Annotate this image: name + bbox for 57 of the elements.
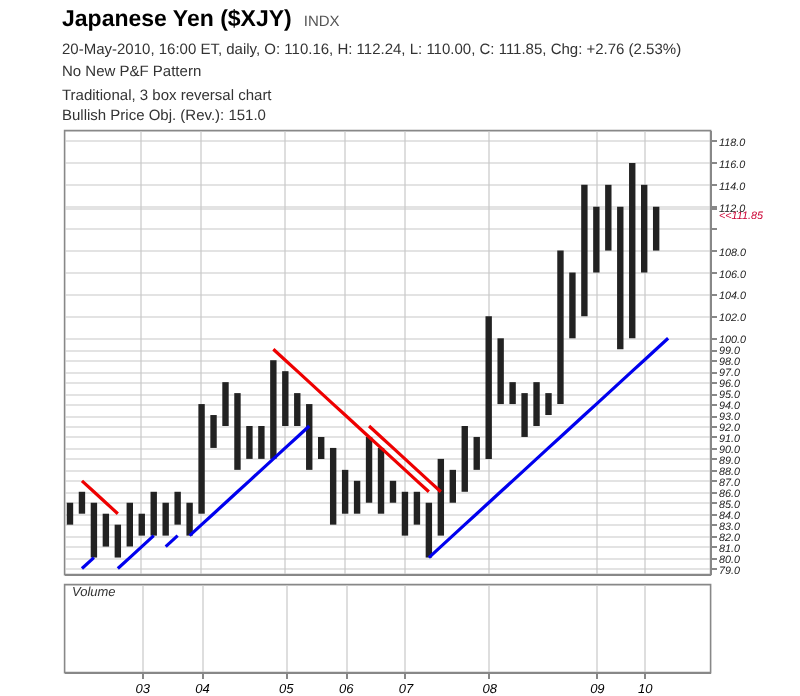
line-series <box>271 347 431 494</box>
bar <box>138 513 145 536</box>
bar <box>126 502 133 547</box>
bar <box>617 206 624 350</box>
bar <box>389 480 397 503</box>
bar <box>66 502 74 525</box>
bar <box>90 502 98 558</box>
bar <box>222 382 229 426</box>
bar <box>473 436 480 470</box>
bar <box>605 184 612 251</box>
bar <box>509 382 516 405</box>
bar <box>353 480 361 514</box>
bar <box>629 162 636 339</box>
bar <box>341 469 349 514</box>
bar <box>102 513 110 547</box>
line-series <box>188 424 311 538</box>
bar <box>413 491 421 525</box>
bar <box>545 393 552 416</box>
bar <box>641 184 648 273</box>
bar <box>449 469 456 503</box>
bar <box>282 371 289 426</box>
bar <box>198 404 205 514</box>
bar <box>114 524 122 558</box>
bar <box>437 458 445 536</box>
bar <box>186 502 193 536</box>
bar <box>652 206 660 251</box>
line-series <box>367 424 443 494</box>
bar <box>329 447 337 525</box>
bar <box>533 382 540 426</box>
bar <box>581 184 588 317</box>
chart-title: Japanese Yen ($XJY) <box>62 8 292 32</box>
bar <box>234 393 241 470</box>
bar <box>593 206 600 273</box>
bar <box>306 404 313 470</box>
bar <box>461 426 468 492</box>
bar <box>521 393 528 437</box>
bar <box>210 415 217 448</box>
bar <box>174 491 181 525</box>
bar <box>294 393 301 426</box>
bar <box>485 316 492 459</box>
bar <box>246 426 253 459</box>
bar <box>318 436 325 459</box>
bar <box>557 250 564 405</box>
line-series <box>80 479 120 516</box>
bar <box>258 426 265 459</box>
bar <box>401 491 409 536</box>
line-series <box>427 336 670 560</box>
bar <box>270 360 277 459</box>
line-series <box>116 534 156 571</box>
bar <box>162 502 169 536</box>
bar <box>365 436 373 503</box>
bar <box>569 272 576 339</box>
bar <box>78 491 86 514</box>
bar <box>377 447 385 514</box>
bar <box>425 502 433 558</box>
bar <box>497 338 504 405</box>
bar <box>150 491 157 536</box>
